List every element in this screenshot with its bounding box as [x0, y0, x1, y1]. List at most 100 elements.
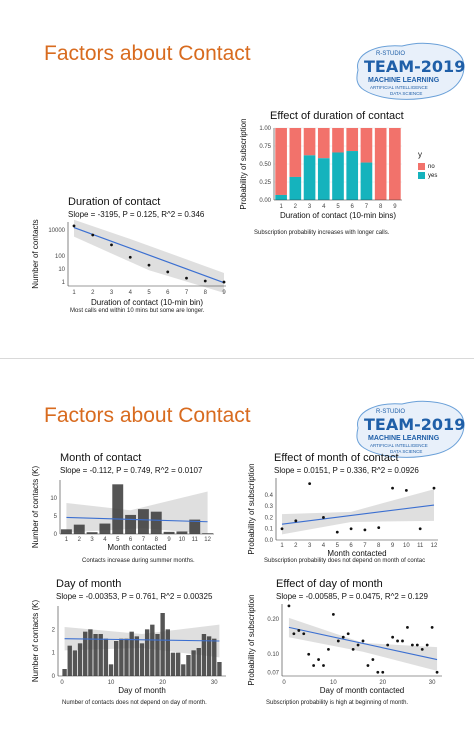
data-point: [396, 639, 399, 643]
legend-item-yes: yes: [418, 172, 437, 179]
x-tick-label: 5: [147, 290, 151, 296]
team-logo: R-STUDIO TEAM-2019 MACHINE LEARNING ARTI…: [356, 42, 465, 100]
y-tick-label: 1.00: [259, 126, 271, 132]
chart-day: Day of month Slope = -0.00353, P = 0.761…: [30, 578, 235, 713]
x-tick-label: 9: [167, 537, 171, 543]
bar: [196, 648, 201, 676]
data-point: [406, 625, 409, 629]
bar-yes: [360, 162, 373, 200]
y-tick-label: 2: [52, 627, 56, 633]
prob-day-plot: 0 10 20 30 0.20 0.10 0.07 Day of month contacte…: [247, 594, 442, 695]
chart-title: Month of contact: [60, 452, 142, 464]
data-point: [166, 270, 170, 274]
logo-line4: DATA SCIENCE: [390, 91, 422, 96]
x-axis-label: Month contacted: [107, 543, 166, 552]
y-tick-label: 0.00: [259, 198, 271, 204]
y-tick-label: 0.50: [259, 162, 271, 168]
bar: [206, 636, 212, 676]
bar-no: [346, 128, 359, 152]
x-tick-label: 8: [377, 543, 381, 549]
bar: [191, 650, 196, 676]
x-tick-label: 10: [330, 680, 337, 686]
bar-yes: [332, 152, 344, 200]
x-tick-label: 11: [417, 543, 424, 549]
data-point: [331, 612, 335, 616]
confidence-band: [288, 617, 438, 671]
x-tick-label: 2: [91, 290, 95, 296]
day-plot: 0 10 20 30 0 1 2 Day of month Number of contacts…: [31, 600, 226, 695]
chart-caption: Subscription probability does not depend…: [264, 558, 426, 564]
y-tick-label: 0.4: [265, 493, 274, 499]
data-point: [222, 280, 226, 284]
x-tick-label: 4: [322, 543, 326, 549]
fit-line: [281, 504, 435, 525]
confidence-band: [64, 624, 220, 658]
chart-title: Effect of day of month: [276, 578, 383, 590]
legend-label-yes: yes: [428, 173, 438, 180]
data-point: [356, 643, 360, 647]
bar-no: [317, 128, 330, 159]
bar: [93, 634, 98, 676]
x-tick-label: 7: [365, 204, 369, 210]
bar-yes: [317, 158, 330, 200]
bar: [175, 652, 181, 676]
data-point: [203, 279, 207, 283]
confidence-band: [282, 489, 434, 535]
y-tick-label: 0.75: [259, 144, 271, 150]
x-tick-label: 10: [403, 543, 410, 549]
bar: [108, 664, 114, 676]
data-point: [72, 224, 76, 228]
bar: [217, 662, 222, 676]
bar: [86, 532, 98, 534]
slide-2: Factors about Contact R-STUDIO TEAM-2019…: [0, 368, 474, 723]
y-tick-label: 0.25: [259, 180, 271, 186]
data-point: [335, 530, 339, 534]
x-tick-label: 1: [72, 290, 76, 296]
y-tick-label: 0.20: [267, 617, 279, 623]
data-point: [404, 489, 408, 492]
bar: [98, 634, 103, 676]
data-point: [185, 276, 188, 280]
bar-no: [289, 128, 302, 177]
team-logo: R-STUDIO TEAM-2019 MACHINE LEARNING ARTI…: [356, 400, 465, 458]
legend-swatch-no: [418, 163, 425, 170]
bar-no: [275, 128, 287, 195]
x-tick-label: 20: [159, 680, 166, 686]
chart-subtitle: Slope = -0.112, P = 0.749, R^2 = 0.0107: [60, 466, 203, 475]
bar: [129, 631, 134, 676]
chart-month: Month of contact Slope = -0.112, P = 0.7…: [30, 452, 230, 570]
y-axis-label: Number of contacts (K): [31, 466, 40, 549]
bar: [201, 634, 207, 676]
bar-no: [303, 128, 316, 156]
bar: [160, 613, 165, 676]
chart-title: Effect of duration of contact: [270, 110, 404, 122]
x-tick-label: 12: [204, 537, 211, 543]
data-point: [292, 632, 296, 636]
chart-caption: Number of contacts does not depend on da…: [62, 700, 207, 706]
bar: [114, 641, 119, 676]
data-point: [294, 519, 298, 523]
x-axis-label: Day of month contacted: [320, 686, 405, 695]
data-point: [371, 658, 375, 661]
bar: [155, 634, 160, 676]
x-tick-label: 0: [60, 680, 64, 686]
bar: [124, 638, 129, 676]
data-point: [391, 635, 395, 639]
logo-line4: DATA SCIENCE: [390, 449, 422, 454]
bar: [83, 631, 88, 676]
y-axis-label: Probability of subscription: [247, 463, 256, 554]
data-point: [386, 643, 390, 647]
bar: [189, 519, 201, 534]
chart-title: Effect of month of contact: [274, 452, 399, 464]
bar-no: [332, 128, 344, 153]
data-point: [280, 527, 284, 531]
logo-line1: R-STUDIO: [376, 409, 405, 415]
logo-line3: ARTIFICIAL INTELLIGENCE: [370, 443, 428, 448]
bar-yes: [289, 176, 302, 200]
bar: [150, 624, 155, 676]
bar: [103, 638, 109, 676]
duration-plot: 1 2 3 4 5 6 7 8 9 10000 100 10 1 Duration of contact …: [31, 219, 226, 307]
data-point: [302, 632, 306, 636]
y-axis-label: Probability of subscription: [247, 594, 256, 685]
fit-line: [73, 226, 225, 284]
